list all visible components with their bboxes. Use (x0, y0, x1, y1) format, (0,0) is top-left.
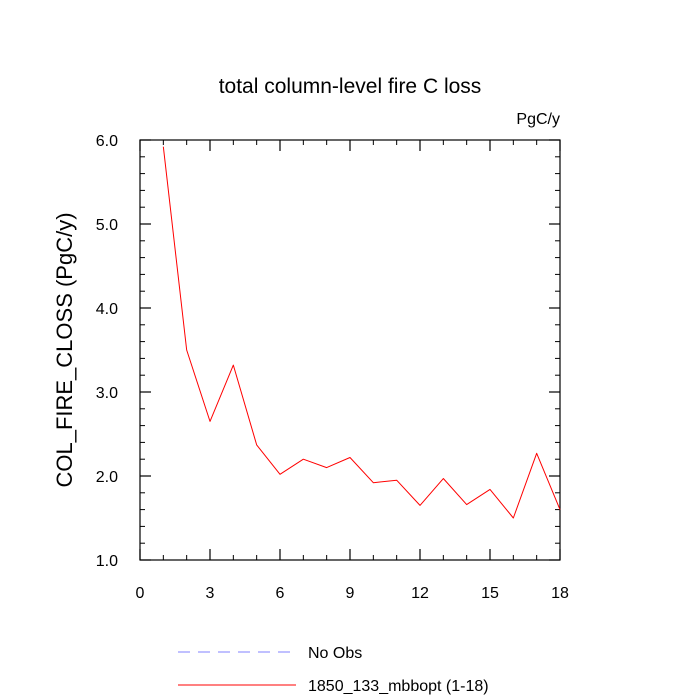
series-layer (162, 146, 561, 519)
y-axis-label: COL_FIRE_CLOSS (PgC/y) (52, 212, 77, 487)
y-tick-label: 6.0 (96, 133, 118, 150)
y-tick-label: 2.0 (96, 469, 118, 486)
legend-label-0: No Obs (308, 645, 362, 662)
y-tick-label: 3.0 (96, 385, 118, 402)
axis-tick-labels: 0 3 6 9 12 15 18 1.0 2.0 3.0 4.0 5.0 6.0 (96, 133, 569, 602)
units-label: PgC/y (516, 111, 560, 128)
y-tick-label: 5.0 (96, 217, 118, 234)
y-tick-label: 4.0 (96, 301, 118, 318)
chart-title: total column-level fire C loss (219, 75, 482, 98)
x-tick-label: 18 (551, 585, 569, 602)
y-tick-label: 1.0 (96, 553, 118, 570)
x-tick-label: 9 (346, 585, 355, 602)
x-tick-label: 12 (411, 585, 429, 602)
x-tick-label: 6 (276, 585, 285, 602)
x-tick-label: 3 (206, 585, 215, 602)
x-tick-label: 0 (136, 585, 145, 602)
axis-ticks (139, 139, 561, 561)
plot-frame (139, 139, 561, 561)
x-tick-label: 15 (481, 585, 499, 602)
legend: No Obs 1850_133_mbbopt (1-18) (178, 645, 489, 695)
series-line-0 (162, 146, 561, 519)
legend-label-1: 1850_133_mbbopt (1-18) (308, 678, 489, 695)
